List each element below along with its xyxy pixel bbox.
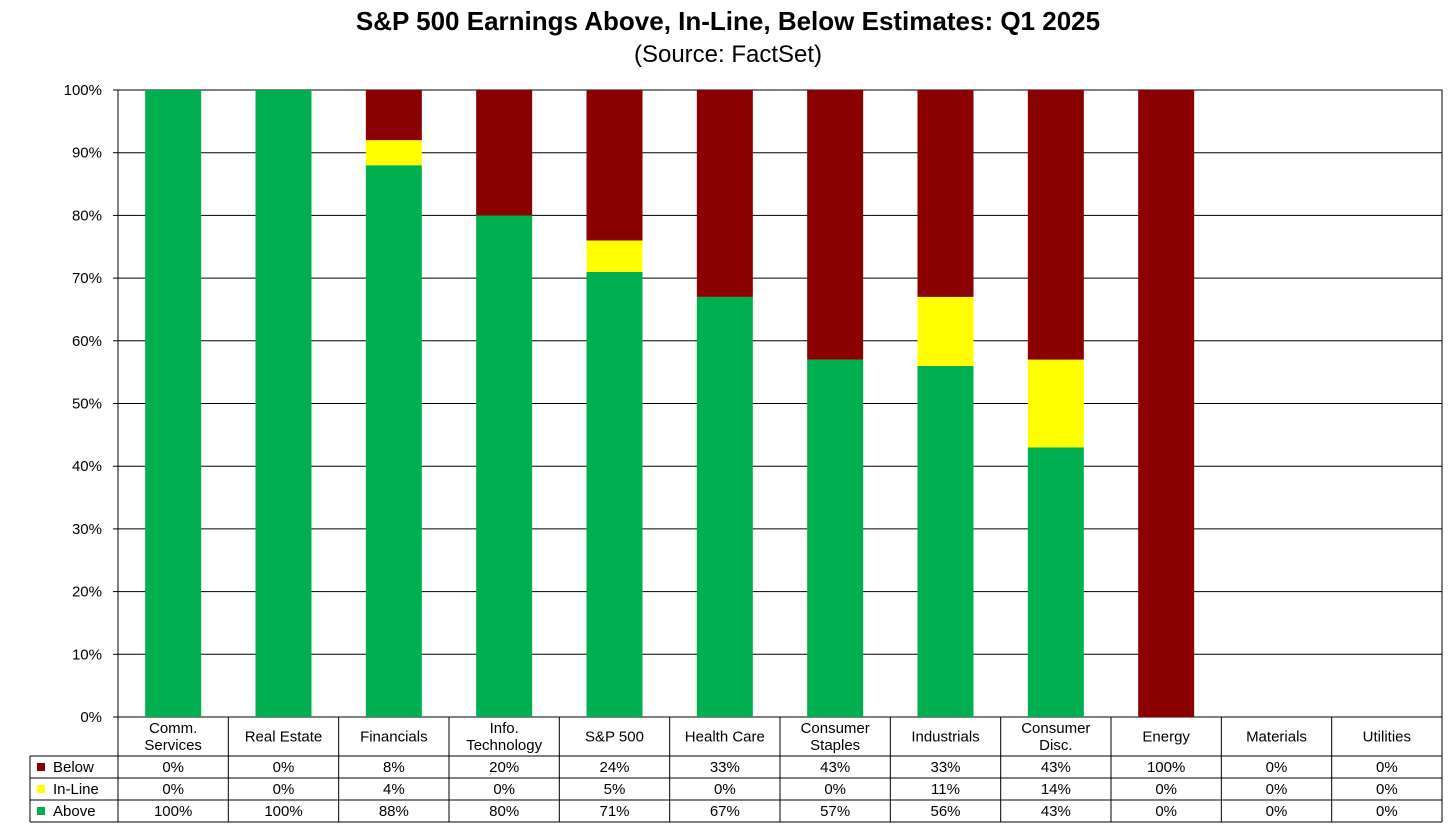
bar-segment-in-line (1027, 359, 1084, 448)
bar-segment-above (145, 90, 202, 717)
data-table-value: 0% (493, 781, 515, 798)
bar-segment-below (1027, 90, 1084, 360)
data-table-value: 0% (273, 759, 295, 776)
data-table-value: 5% (604, 781, 626, 798)
data-table-value: 24% (599, 759, 629, 776)
data-table-value: 0% (1266, 759, 1288, 776)
data-table-value: 0% (1376, 781, 1398, 798)
bar-segment-above (365, 165, 422, 718)
data-table-value: 100% (154, 803, 192, 820)
data-table-value: 43% (1041, 759, 1071, 776)
x-category-label: Materials (1246, 729, 1307, 746)
legend-key-in-line (37, 785, 45, 793)
data-table-value: 80% (489, 803, 519, 820)
data-table-value: 20% (489, 759, 519, 776)
bar-segment-above (917, 365, 974, 717)
data-table-value: 8% (383, 759, 405, 776)
bar-segment-above (586, 271, 643, 717)
bar-segment-below (586, 90, 643, 241)
bar-segment-below (365, 90, 422, 141)
data-table-value: 33% (710, 759, 740, 776)
data-table-value: 14% (1041, 781, 1071, 798)
x-category-label: S&P 500 (585, 729, 644, 746)
bar-segment-below (476, 90, 533, 216)
x-category-label: Energy (1142, 729, 1190, 746)
x-category-label: Staples (810, 737, 860, 754)
data-table-value: 100% (1147, 759, 1185, 776)
x-category-label: Utilities (1363, 729, 1411, 746)
legend-label: Above (53, 803, 96, 820)
y-tick-label: 30% (72, 521, 102, 538)
legend-label: Below (53, 759, 94, 776)
data-table-value: 43% (820, 759, 850, 776)
data-table-value: 43% (1041, 803, 1071, 820)
y-tick-label: 10% (72, 646, 102, 663)
bar-segment-below (917, 90, 974, 297)
y-tick-label: 20% (72, 584, 102, 601)
y-tick-label: 50% (72, 396, 102, 413)
x-category-label: Real Estate (245, 729, 323, 746)
data-table-value: 11% (931, 781, 960, 798)
legend-label: In-Line (53, 781, 99, 798)
data-table-value: 0% (1266, 803, 1288, 820)
bar-segment-in-line (917, 296, 974, 366)
x-category-label: Disc. (1039, 737, 1072, 754)
x-category-label: Technology (466, 737, 542, 754)
x-category-label: Financials (360, 729, 428, 746)
bar-segment-below (1138, 90, 1195, 717)
data-table-value: 33% (930, 759, 960, 776)
x-category-label: Consumer (1021, 720, 1090, 737)
data-table-value: 0% (1155, 803, 1177, 820)
bar-segment-below (807, 90, 864, 360)
bar-segment-above (255, 90, 312, 717)
data-table-value: 0% (714, 781, 736, 798)
data-table-value: 57% (820, 803, 850, 820)
data-table-value: 100% (264, 803, 302, 820)
data-table-value: 71% (599, 803, 629, 820)
x-category-label: Industrials (911, 729, 979, 746)
bar-segment-above (696, 296, 753, 717)
y-tick-label: 100% (64, 82, 102, 99)
data-table-value: 0% (1376, 759, 1398, 776)
x-category-label: Consumer (801, 720, 870, 737)
chart-title: S&P 500 Earnings Above, In-Line, Below E… (355, 6, 1101, 36)
x-category-label: Comm. (149, 720, 197, 737)
chart-subtitle: (Source: FactSet) (633, 41, 823, 68)
bar-segment-above (807, 359, 864, 717)
data-table-value: 0% (162, 781, 184, 798)
x-category-label: Health Care (685, 729, 765, 746)
y-tick-label: 60% (72, 333, 102, 350)
bar-segment-above (1027, 447, 1084, 717)
legend-key-below (37, 763, 45, 771)
bar-segment-below (696, 90, 753, 297)
data-table-value: 88% (379, 803, 409, 820)
bar-segment-in-line (586, 240, 643, 272)
data-table-value: 0% (824, 781, 846, 798)
y-tick-label: 80% (72, 207, 102, 224)
data-table-value: 0% (1376, 803, 1398, 820)
data-table-value: 0% (162, 759, 184, 776)
y-tick-label: 40% (72, 458, 102, 475)
data-table-value: 0% (273, 781, 295, 798)
data-table-value: 4% (383, 781, 405, 798)
data-table-value: 0% (1155, 781, 1177, 798)
legend-key-above (37, 807, 45, 815)
data-table-value: 0% (1266, 781, 1288, 798)
y-tick-label: 90% (72, 145, 102, 162)
x-category-label: Services (144, 737, 202, 754)
y-tick-label: 0% (80, 709, 102, 726)
y-tick-label: 70% (72, 270, 102, 287)
bar-segment-in-line (365, 140, 422, 166)
data-table-value: 56% (930, 803, 960, 820)
x-category-label: Info. (490, 720, 519, 737)
bar-segment-above (476, 215, 533, 717)
data-table-value: 67% (710, 803, 740, 820)
